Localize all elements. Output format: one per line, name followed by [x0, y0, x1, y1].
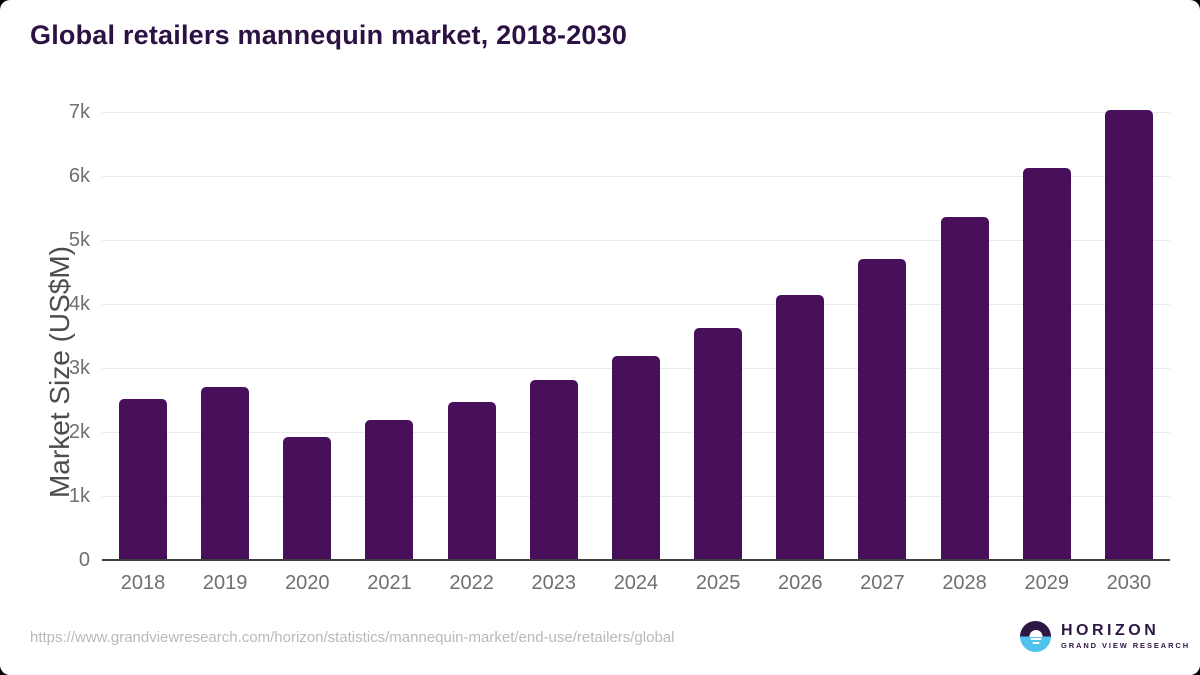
- gridline-5000: [102, 240, 1170, 241]
- horizon-logo: HORIZON GRAND VIEW RESEARCH: [1020, 621, 1190, 652]
- wave-icon: [1030, 638, 1041, 640]
- bar-2018: [119, 398, 167, 560]
- bar-2028: [940, 217, 989, 560]
- x-tick-label-2023: 2023: [531, 572, 577, 594]
- y-tick-label-4k: 4k: [68, 293, 90, 315]
- bar-2021: [365, 419, 414, 560]
- bar-2026: [776, 295, 825, 560]
- gridline-7000: [102, 112, 1170, 113]
- bar-2019: [201, 387, 250, 560]
- gridline-6000: [102, 176, 1170, 177]
- bar-2023: [529, 380, 578, 560]
- y-tick-label-7k: 7k: [68, 101, 90, 123]
- y-tick-label-0: 0: [78, 549, 90, 571]
- y-tick-label-1k: 1k: [68, 485, 90, 507]
- bar-2027: [858, 259, 907, 560]
- x-tick-labels: 2018 2019 2020 2021 2022 2023 2024 2025 2026 2027…: [102, 572, 1170, 595]
- bar-2020: [283, 437, 332, 560]
- sun-icon: [1029, 629, 1042, 637]
- y-tick-label-5k: 5k: [68, 229, 90, 251]
- bar-2030: [1104, 110, 1153, 560]
- logo-text: HORIZON GRAND VIEW RESEARCH: [1061, 623, 1190, 650]
- bar-2029: [1022, 167, 1071, 560]
- chart-title: Global retailers mannequin market, 2018-…: [30, 20, 628, 50]
- plot-area: [102, 110, 1170, 561]
- x-tick-label-2021: 2021: [367, 572, 412, 594]
- x-tick-label-2025: 2025: [695, 572, 741, 594]
- horizon-logo-icon: [1020, 621, 1051, 652]
- bar-2022: [447, 401, 496, 560]
- source-url: https://www.grandviewresearch.com/horizo…: [30, 629, 675, 646]
- y-tick-label-2k: 2k: [68, 421, 90, 443]
- gridline-4000: [102, 304, 1170, 305]
- y-tick-label-3k: 3k: [68, 357, 90, 379]
- x-tick-label-2024: 2024: [613, 572, 659, 594]
- bar-2024: [611, 355, 660, 560]
- x-tick-label-2019: 2019: [202, 572, 248, 594]
- x-tick-label-2030: 2030: [1106, 572, 1152, 594]
- x-tick-label-2018: 2018: [120, 572, 166, 594]
- x-tick-label-2026: 2026: [778, 572, 823, 594]
- x-tick-label-2029: 2029: [1024, 572, 1069, 594]
- bar-series: [102, 110, 1170, 560]
- x-axis-line: [102, 559, 1170, 561]
- x-tick-label-2020: 2020: [285, 572, 330, 594]
- x-tick-label-2028: 2028: [942, 572, 987, 594]
- logo-tagline: GRAND VIEW RESEARCH: [1061, 641, 1191, 650]
- x-tick-label-2027: 2027: [860, 572, 905, 594]
- wave-icon: [1032, 642, 1039, 644]
- bar-2025: [694, 327, 743, 560]
- y-tick-label-6k: 6k: [68, 165, 90, 187]
- logo-brand: HORIZON: [1061, 622, 1160, 639]
- x-tick-label-2022: 2022: [449, 572, 494, 594]
